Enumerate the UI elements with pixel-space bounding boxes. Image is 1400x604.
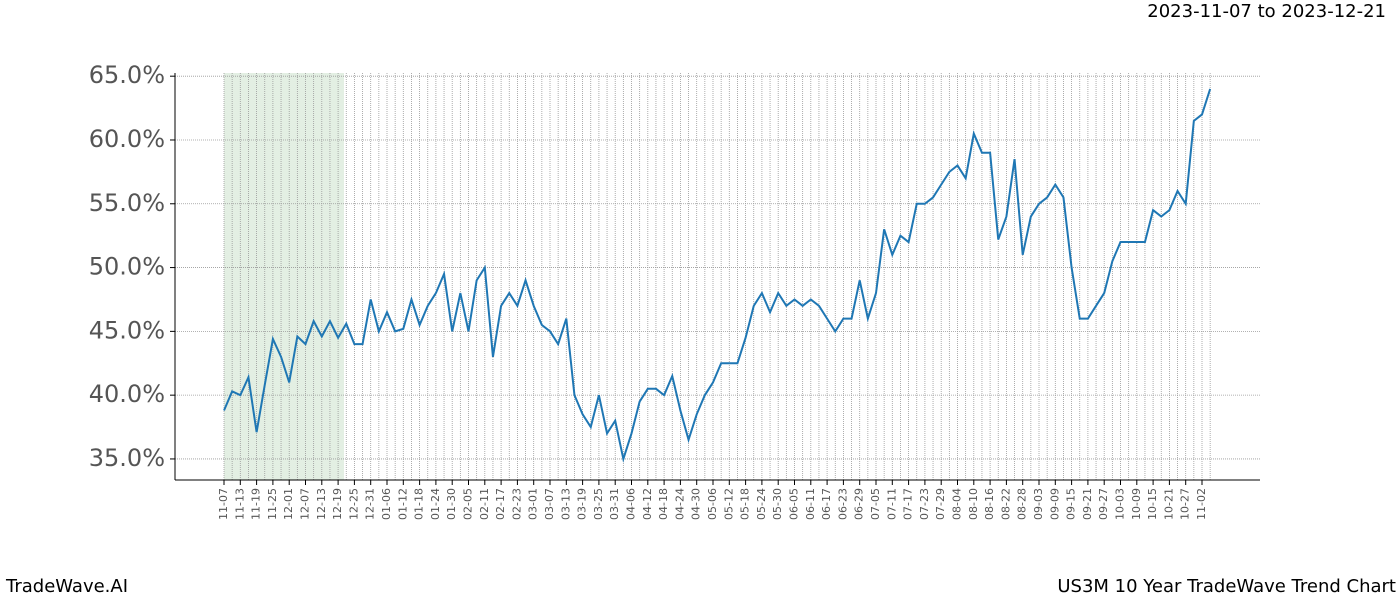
x-tick-label: 04-24 <box>673 488 686 520</box>
x-tick-label: 12-07 <box>299 488 312 520</box>
x-tick-label: 03-31 <box>608 488 621 520</box>
x-tick-label: 11-07 <box>217 488 230 520</box>
x-tick-label: 05-30 <box>771 488 784 520</box>
x-tick-label: 06-17 <box>820 488 833 520</box>
x-tick-label: 05-24 <box>755 488 768 520</box>
x-tick-label: 02-23 <box>510 488 523 520</box>
x-tick-label: 02-17 <box>494 488 507 520</box>
x-tick-label: 04-30 <box>690 488 703 520</box>
x-tick-label: 08-22 <box>999 488 1012 520</box>
x-tick-label: 02-11 <box>478 488 491 520</box>
x-tick-label: 12-31 <box>364 488 377 520</box>
x-tick-label: 04-18 <box>657 488 670 520</box>
x-tick-label: 06-23 <box>836 488 849 520</box>
y-tick-label: 60.0% <box>89 125 165 153</box>
x-tick-label: 01-06 <box>380 488 393 520</box>
x-tick-label: 09-21 <box>1081 488 1094 520</box>
x-tick-label: 07-29 <box>934 488 947 520</box>
y-tick-label: 65.0% <box>89 61 165 89</box>
x-tick-label: 09-09 <box>1048 488 1061 520</box>
x-tick-label: 03-07 <box>543 488 556 520</box>
x-tick-label: 04-06 <box>625 488 638 520</box>
x-tick-label: 12-01 <box>282 488 295 520</box>
date-range: 2023-11-07 to 2023-12-21 <box>1147 1 1386 22</box>
x-tick-label: 06-29 <box>853 488 866 520</box>
x-tick-label: 10-21 <box>1162 488 1175 520</box>
x-tick-label: 07-17 <box>902 488 915 520</box>
brand: TradeWave.AI <box>5 576 128 597</box>
x-tick-label: 05-12 <box>722 488 735 520</box>
x-tick-label: 05-18 <box>739 488 752 520</box>
trend-line <box>223 88 1212 463</box>
x-tick-label: 08-16 <box>983 488 996 520</box>
y-tick-label: 45.0% <box>89 316 165 344</box>
x-tick-label: 10-03 <box>1114 488 1127 520</box>
x-tick-label: 09-27 <box>1097 488 1110 520</box>
x-tick-label: 10-15 <box>1146 488 1159 520</box>
x-tick-label: 01-24 <box>429 488 442 520</box>
highlight-range <box>224 73 344 480</box>
x-tick-label: 01-18 <box>413 488 426 520</box>
y-tick-label: 35.0% <box>89 444 165 472</box>
x-tick-label: 06-11 <box>804 488 817 520</box>
y-tick-label: 50.0% <box>89 253 165 281</box>
x-tick-label: 12-13 <box>315 488 328 520</box>
x-tick-label: 02-05 <box>462 488 475 520</box>
x-tick-label: 10-27 <box>1179 488 1192 520</box>
x-tick-label: 03-19 <box>576 488 589 520</box>
x-tick-label: 04-12 <box>641 488 654 520</box>
x-tick-label: 05-06 <box>706 488 719 520</box>
x-tick-label: 07-11 <box>885 488 898 520</box>
x-tick-label: 01-30 <box>445 488 458 520</box>
x-tick-label: 08-28 <box>1016 488 1029 520</box>
x-tick-label: 09-15 <box>1065 488 1078 520</box>
x-tick-label: 11-19 <box>250 488 263 520</box>
x-tick-label: 09-03 <box>1032 488 1045 520</box>
x-tick-label: 01-12 <box>396 488 409 520</box>
x-tick-label: 06-05 <box>788 488 801 520</box>
x-tick-label: 12-19 <box>331 488 344 520</box>
x-tick-label: 11-02 <box>1195 488 1208 520</box>
x-tick-label: 08-10 <box>967 488 980 520</box>
x-tick-label: 12-25 <box>347 488 360 520</box>
x-tick-label: 07-23 <box>918 488 931 520</box>
x-tick-label: 03-01 <box>527 488 540 520</box>
x-tick-label: 11-13 <box>233 488 246 520</box>
y-tick-label: 55.0% <box>89 189 165 217</box>
x-tick-label: 03-13 <box>559 488 572 520</box>
chart-caption: US3M 10 Year TradeWave Trend Chart <box>1057 576 1396 597</box>
x-tick-label: 07-05 <box>869 488 882 520</box>
x-tick-label: 10-09 <box>1130 488 1143 520</box>
x-tick-label: 03-25 <box>592 488 605 520</box>
x-tick-label: 11-25 <box>266 488 279 520</box>
x-tick-label: 08-04 <box>951 488 964 520</box>
y-tick-label: 40.0% <box>89 380 165 408</box>
